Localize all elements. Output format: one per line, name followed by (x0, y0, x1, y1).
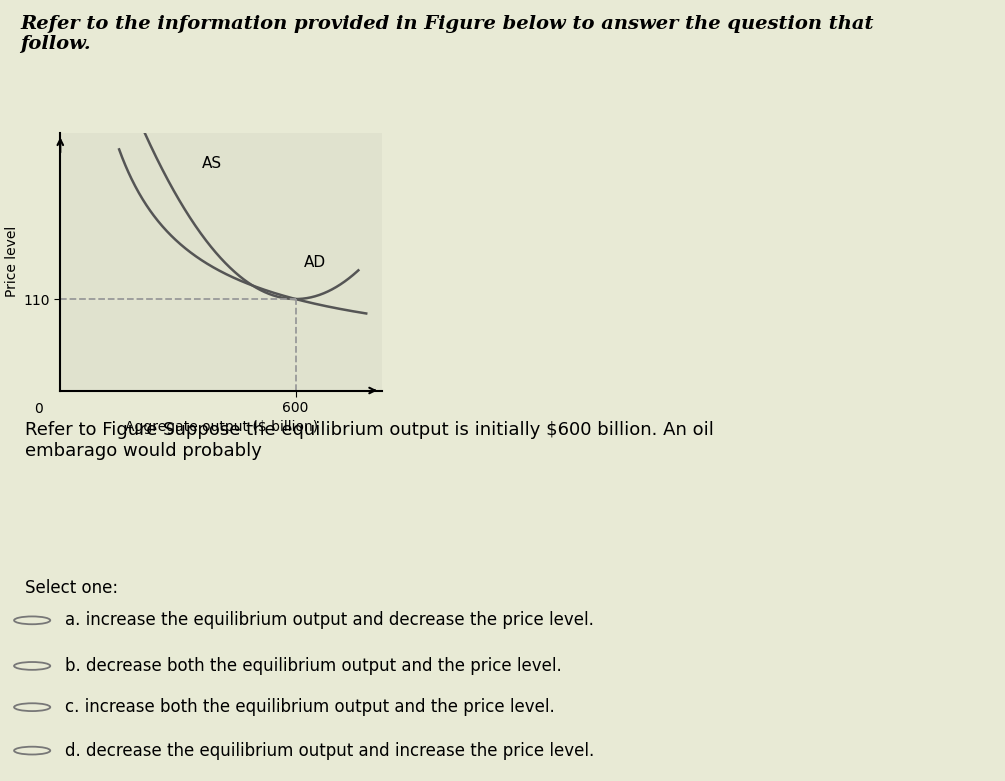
Text: d. decrease the equilibrium output and increase the price level.: d. decrease the equilibrium output and i… (65, 742, 595, 760)
Text: Select one:: Select one: (25, 579, 119, 597)
Text: c. increase both the equilibrium output and the price level.: c. increase both the equilibrium output … (65, 698, 555, 716)
Text: AS: AS (201, 155, 222, 171)
X-axis label: Aggregate output ($ billion): Aggregate output ($ billion) (125, 420, 318, 434)
Text: AD: AD (304, 255, 326, 270)
Text: b. decrease both the equilibrium output and the price level.: b. decrease both the equilibrium output … (65, 657, 562, 675)
Text: 0: 0 (34, 401, 43, 415)
Text: a. increase the equilibrium output and decrease the price level.: a. increase the equilibrium output and d… (65, 612, 594, 629)
Text: Price level: Price level (5, 226, 19, 298)
Text: Refer to the information provided in Figure below to answer the question that
fo: Refer to the information provided in Fig… (20, 15, 873, 53)
Text: Refer to Figure Suppose the equilibrium output is initially $600 billion. An oil: Refer to Figure Suppose the equilibrium … (25, 422, 714, 460)
